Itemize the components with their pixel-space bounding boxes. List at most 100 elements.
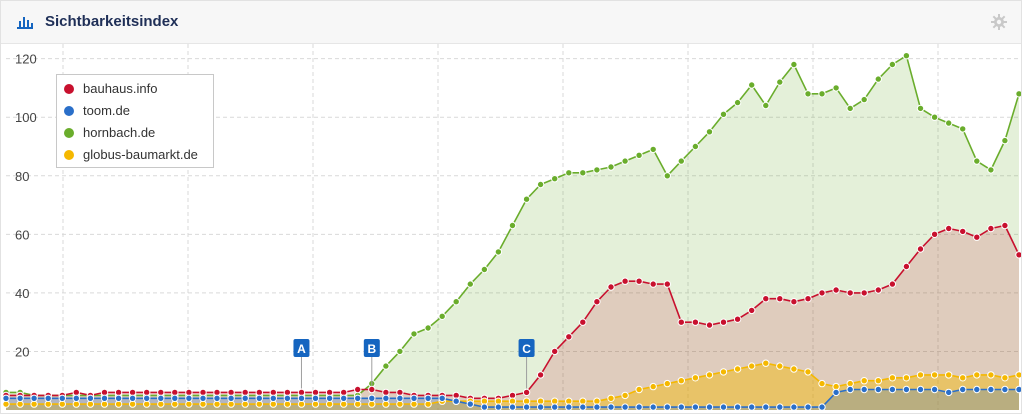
legend-label: hornbach.de	[83, 125, 156, 140]
data-point-toom	[368, 394, 376, 402]
data-point-bauhaus	[860, 289, 868, 297]
data-point-toom	[354, 394, 362, 402]
series-area-hornbach	[6, 55, 1019, 410]
bar-chart-icon	[17, 17, 33, 29]
data-point-bauhaus	[973, 233, 981, 241]
data-point-hornbach	[959, 125, 967, 133]
data-point-toom	[227, 394, 235, 402]
data-point-bauhaus	[649, 280, 657, 288]
data-point-toom	[508, 403, 517, 411]
y-tick-label: 40	[15, 286, 29, 301]
data-point-hornbach	[846, 104, 854, 113]
data-point-toom	[311, 394, 320, 402]
legend-item-bauhaus[interactable]: bauhaus.info	[63, 79, 209, 99]
data-point-hornbach	[1015, 90, 1022, 98]
legend-item-globus[interactable]: globus-baumarkt.de	[63, 145, 209, 165]
data-point-hornbach	[480, 265, 489, 274]
data-point-hornbach	[396, 347, 404, 356]
data-point-toom	[663, 403, 671, 411]
data-point-globus	[945, 371, 953, 379]
data-point-bauhaus	[888, 280, 897, 288]
data-point-globus	[790, 365, 798, 373]
data-point-toom	[44, 394, 52, 402]
data-point-hornbach	[874, 75, 882, 83]
data-point-bauhaus	[832, 286, 840, 294]
data-point-hornbach	[705, 128, 714, 136]
card-title: Sichtbarkeitsindex	[45, 13, 179, 30]
y-tick-label: 20	[15, 344, 29, 359]
data-point-bauhaus	[874, 286, 882, 294]
y-tick-label: 60	[15, 227, 29, 242]
data-point-bauhaus	[1015, 251, 1022, 259]
data-point-toom	[748, 403, 756, 411]
data-point-hornbach	[508, 221, 517, 230]
data-point-hornbach	[621, 157, 629, 165]
data-point-bauhaus	[691, 318, 700, 326]
data-point-hornbach	[593, 166, 601, 174]
chart-legend: bauhaus.info toom.de hornbach.de globus-…	[56, 74, 214, 168]
visibility-chart: A B C 20 40 60 80 100 120	[2, 44, 1022, 411]
data-point-bauhaus	[719, 318, 728, 326]
data-point-toom	[185, 394, 193, 402]
data-point-bauhaus	[733, 315, 742, 323]
legend-item-hornbach[interactable]: hornbach.de	[63, 123, 209, 143]
data-point-bauhaus	[846, 289, 854, 297]
data-point-globus	[762, 359, 770, 367]
data-point-toom	[396, 394, 404, 402]
legend-dot-globus	[64, 150, 74, 160]
data-point-bauhaus	[790, 298, 798, 306]
data-point-toom	[649, 403, 657, 411]
y-tick-label: 100	[15, 110, 37, 125]
data-point-hornbach	[832, 84, 840, 92]
data-point-bauhaus	[354, 385, 362, 394]
data-point-globus	[874, 377, 882, 385]
y-tick-label: 80	[15, 169, 29, 184]
data-point-toom	[607, 403, 615, 411]
legend-item-toom[interactable]: toom.de	[63, 101, 209, 121]
event-marker-b[interactable]: B	[363, 339, 380, 357]
event-badge	[363, 339, 380, 357]
data-point-toom	[1015, 385, 1022, 394]
data-point-hornbach	[930, 113, 939, 121]
data-point-toom	[973, 385, 981, 394]
data-point-toom	[832, 388, 840, 397]
data-point-globus	[649, 382, 657, 391]
data-point-globus	[959, 374, 967, 382]
data-point-toom	[691, 403, 700, 411]
y-tick-label: 120	[15, 52, 37, 67]
legend-label: toom.de	[83, 103, 130, 118]
data-point-hornbach	[522, 195, 531, 203]
event-label: A	[297, 342, 306, 356]
data-point-toom	[340, 394, 348, 402]
data-point-toom	[635, 403, 643, 411]
data-point-hornbach	[536, 180, 545, 189]
data-point-toom	[2, 394, 10, 402]
data-point-hornbach	[551, 175, 559, 183]
data-point-toom	[579, 403, 587, 411]
data-point-hornbach	[635, 151, 643, 160]
data-point-toom	[297, 394, 306, 402]
data-point-toom	[762, 403, 770, 411]
data-point-globus	[930, 371, 939, 379]
data-point-hornbach	[719, 110, 728, 119]
data-point-hornbach	[973, 157, 981, 165]
data-point-bauhaus	[635, 277, 643, 285]
data-point-bauhaus	[663, 280, 671, 288]
data-point-hornbach	[1001, 136, 1009, 145]
event-marker-c[interactable]: C	[518, 339, 535, 357]
data-point-toom	[143, 394, 151, 402]
data-point-toom	[452, 397, 460, 405]
data-point-bauhaus	[621, 277, 629, 285]
data-point-hornbach	[916, 104, 925, 113]
data-point-globus	[1015, 371, 1022, 379]
data-point-toom	[677, 403, 685, 411]
data-point-toom	[480, 403, 489, 411]
data-point-globus	[663, 379, 671, 388]
card-header: Sichtbarkeitsindex	[1, 1, 1021, 44]
data-point-toom	[114, 394, 123, 402]
event-marker-a[interactable]: A	[293, 339, 310, 357]
gear-icon[interactable]	[991, 14, 1007, 30]
data-point-bauhaus	[776, 295, 784, 303]
data-point-bauhaus	[762, 295, 770, 303]
data-point-toom	[199, 394, 207, 402]
